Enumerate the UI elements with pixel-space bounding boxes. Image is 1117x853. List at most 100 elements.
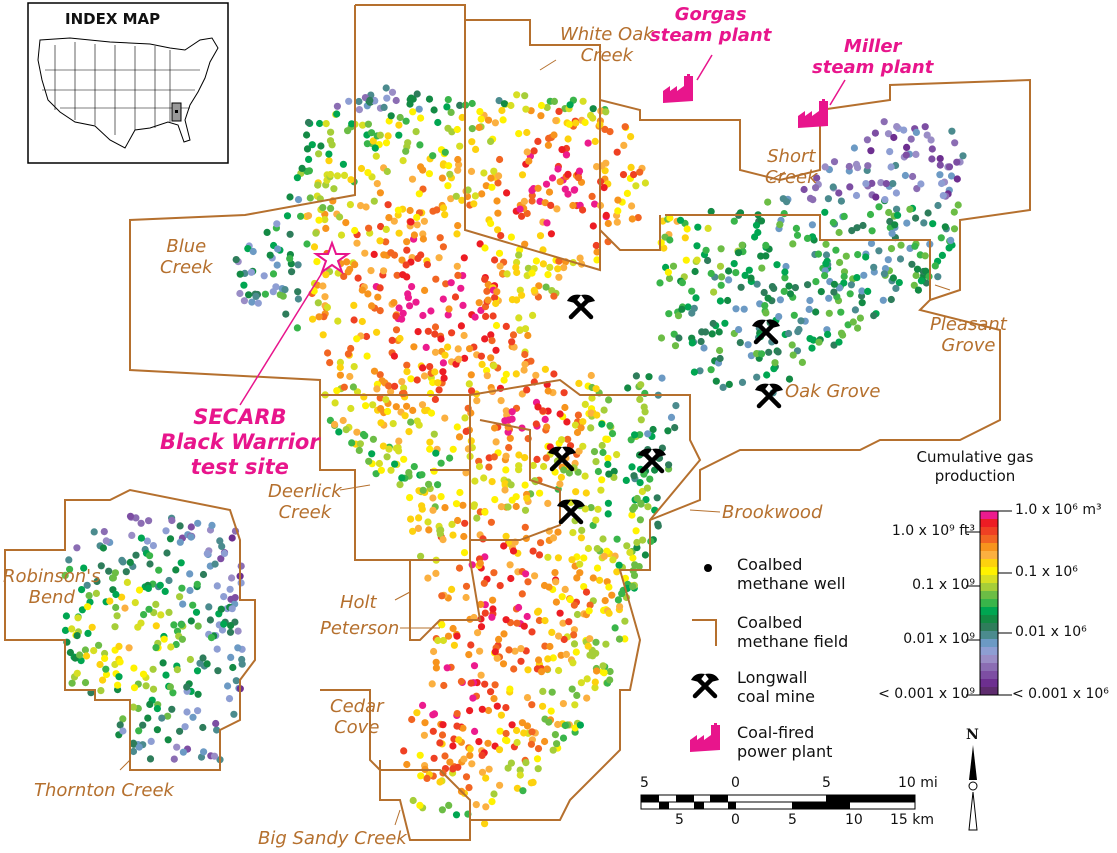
well-dot xyxy=(478,360,486,368)
well-dot xyxy=(339,416,347,425)
well-dot xyxy=(529,311,537,319)
scale-mi-label: 5 xyxy=(640,775,649,791)
well-dot xyxy=(336,358,344,366)
well-dot xyxy=(194,622,202,630)
well-dot xyxy=(587,371,595,380)
well-dot xyxy=(322,271,330,279)
leader-line xyxy=(769,171,786,181)
field-label-cedar-cove: Cedar Cove xyxy=(330,696,384,738)
well-dot xyxy=(274,245,282,253)
well-dot xyxy=(314,299,322,307)
well-dot xyxy=(429,727,437,735)
well-dot xyxy=(319,282,327,290)
well-dot xyxy=(887,295,895,304)
scale-segment xyxy=(728,802,736,809)
well-dot xyxy=(696,367,704,375)
well-dot xyxy=(426,445,434,453)
well-dot xyxy=(530,286,538,294)
well-dot xyxy=(852,160,861,168)
well-dot xyxy=(116,721,124,729)
well-dot xyxy=(592,458,600,466)
north-label: N xyxy=(966,727,979,743)
well-dot xyxy=(137,619,145,627)
well-dot xyxy=(724,296,732,305)
well-dot xyxy=(377,405,385,413)
well-dot xyxy=(260,272,268,280)
well-dot xyxy=(143,537,151,545)
well-dot xyxy=(102,670,111,679)
well-dot xyxy=(545,718,553,726)
well-dot xyxy=(913,185,921,193)
well-dot xyxy=(513,726,521,735)
well-dot xyxy=(409,796,417,805)
well-dot xyxy=(372,152,380,160)
well-dot xyxy=(493,654,501,662)
well-dot xyxy=(550,292,558,300)
well-dot xyxy=(578,526,586,535)
well-dot xyxy=(384,132,392,140)
well-dot xyxy=(376,307,384,315)
well-dot xyxy=(405,428,413,436)
well-dot xyxy=(894,211,902,219)
well-dot xyxy=(481,820,489,828)
well-dot xyxy=(653,494,661,502)
well-dot xyxy=(324,349,332,357)
well-dot xyxy=(528,197,536,205)
well-dot xyxy=(560,635,568,644)
well-dot xyxy=(390,352,398,360)
well-dot xyxy=(495,97,503,105)
well-dot xyxy=(516,205,524,213)
well-dot xyxy=(628,511,636,519)
well-dot xyxy=(413,213,421,221)
well-dot xyxy=(909,172,917,181)
well-dot xyxy=(105,567,113,575)
well-dot xyxy=(443,664,451,672)
well-dot xyxy=(639,536,647,544)
well-dot xyxy=(491,294,499,302)
well-dot xyxy=(323,303,331,311)
well-dot xyxy=(248,298,256,306)
well-dot xyxy=(177,559,185,567)
well-dot xyxy=(431,395,439,403)
well-dot xyxy=(794,328,802,336)
well-dot xyxy=(484,116,493,124)
well-dot xyxy=(455,161,463,169)
well-dot xyxy=(118,593,126,601)
well-dot xyxy=(887,163,895,171)
well-dot xyxy=(149,542,157,550)
well-dot xyxy=(732,269,740,277)
well-dot xyxy=(868,179,876,187)
well-dot xyxy=(350,363,358,371)
well-dot xyxy=(776,296,785,304)
well-dot xyxy=(541,617,549,625)
well-dot xyxy=(331,420,339,429)
well-dot xyxy=(466,751,474,760)
well-dot xyxy=(139,670,148,678)
well-dot xyxy=(408,715,416,724)
well-dot xyxy=(579,442,587,450)
well-dot xyxy=(608,430,617,438)
well-dot xyxy=(496,155,504,164)
well-dot xyxy=(523,128,531,137)
well-dot xyxy=(487,354,495,362)
well-dot xyxy=(936,155,944,163)
well-dot xyxy=(725,380,733,388)
well-dot xyxy=(618,590,626,598)
well-dot xyxy=(449,742,457,750)
well-dot xyxy=(546,263,554,271)
well-dot xyxy=(520,366,528,374)
well-dot xyxy=(263,228,271,236)
well-dot xyxy=(539,687,547,696)
well-dot xyxy=(576,560,584,568)
well-dot xyxy=(513,619,521,627)
well-dot xyxy=(502,322,510,330)
well-dot xyxy=(725,276,733,284)
well-dot xyxy=(542,283,550,291)
well-dot xyxy=(490,362,498,370)
colorbar-swatch xyxy=(980,527,998,536)
well-dot xyxy=(517,657,525,665)
well-dot xyxy=(173,666,181,674)
well-dot xyxy=(893,205,901,213)
well-dot xyxy=(273,220,281,228)
well-dot xyxy=(934,273,942,281)
